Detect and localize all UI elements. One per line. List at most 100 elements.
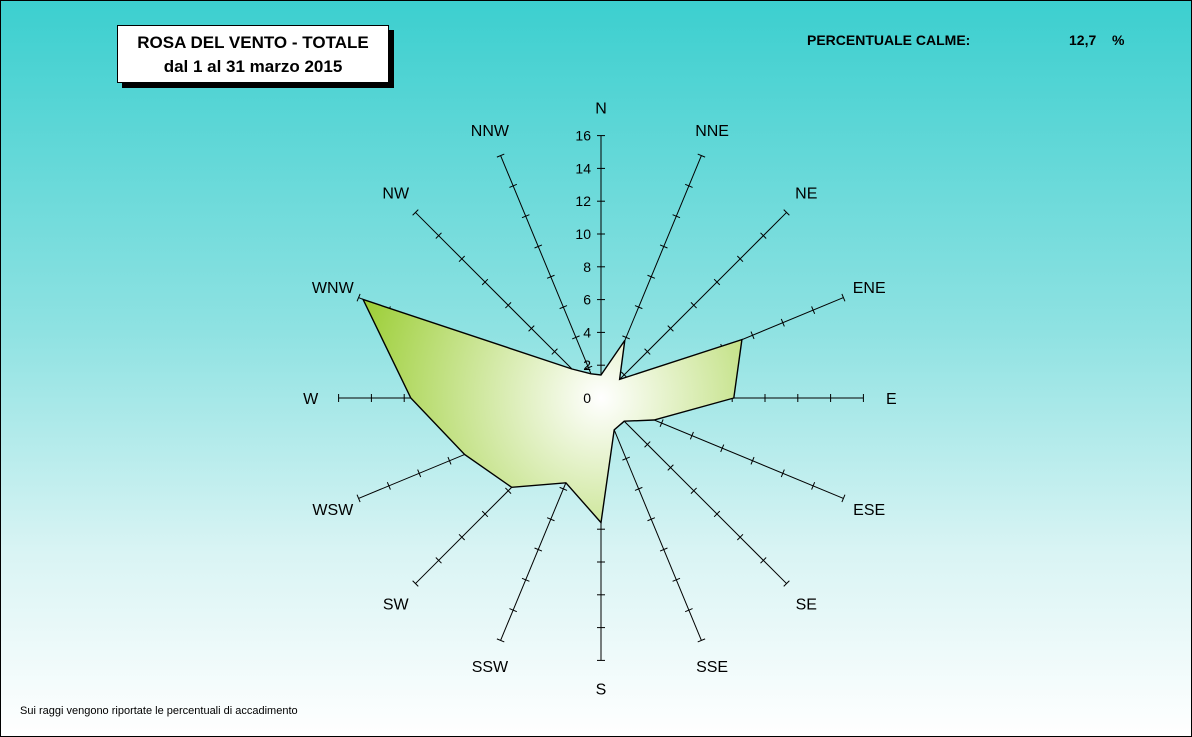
r-tick-label: 2 — [583, 357, 591, 373]
spoke-tick — [534, 547, 543, 552]
spoke-tick — [760, 557, 767, 564]
spoke-tick — [634, 486, 643, 491]
r-tick-label: 6 — [583, 292, 591, 308]
spoke-tick — [546, 274, 555, 279]
spoke-tick — [644, 348, 651, 355]
chart-title: ROSA DEL VENTO - TOTALE — [137, 33, 369, 52]
direction-label-ne: NE — [795, 186, 817, 203]
spoke-tick — [783, 580, 790, 587]
spoke-tick — [780, 469, 785, 478]
spoke-tick — [672, 577, 681, 582]
chart-subtitle: dal 1 al 31 marzo 2015 — [163, 57, 343, 76]
spoke-tick — [690, 302, 697, 309]
direction-label-s: S — [596, 681, 607, 698]
spoke-tick — [811, 481, 816, 490]
spoke-tick — [622, 335, 630, 340]
direction-label-wsw: WSW — [312, 502, 354, 519]
spoke-tick — [697, 153, 706, 158]
calm-percentage-value: 12,7 — [1069, 32, 1097, 48]
spoke-tick — [713, 278, 721, 286]
spoke-tick — [447, 456, 452, 465]
direction-label-nw: NW — [382, 186, 410, 203]
spoke-tick — [780, 318, 785, 327]
spoke-tick — [505, 302, 512, 309]
spoke-tick — [521, 214, 530, 219]
spoke-tick — [546, 517, 555, 522]
spoke-tick — [509, 183, 518, 188]
spoke-tick — [496, 638, 505, 643]
calm-percentage-label: PERCENTUALE CALME: — [807, 32, 971, 48]
spoke-tick — [760, 232, 767, 239]
spoke-tick — [841, 494, 846, 503]
direction-label-nnw: NNW — [471, 123, 510, 140]
wind-frequency-polygon — [361, 298, 743, 525]
spoke-tick — [672, 214, 681, 219]
direction-label-w: W — [303, 391, 319, 408]
spoke-tick — [644, 441, 651, 448]
r-tick-label: 0 — [583, 390, 591, 406]
spoke-tick — [356, 293, 361, 302]
spoke-tick — [811, 306, 816, 315]
r-tick-label: 12 — [575, 193, 591, 209]
spoke-tick — [435, 557, 442, 564]
spoke-tick — [458, 533, 466, 541]
spoke-tick — [534, 244, 543, 249]
direction-label-sse: SSE — [696, 659, 728, 676]
spoke-tick — [659, 419, 664, 427]
spoke-tick — [505, 487, 512, 494]
spoke-tick — [750, 456, 755, 465]
spoke-tick — [667, 464, 674, 471]
spoke-tick — [690, 487, 697, 494]
r-tick-label: 14 — [575, 160, 591, 176]
spoke-tick — [684, 608, 693, 613]
spoke-tick — [551, 348, 558, 355]
spoke-tick — [481, 278, 489, 286]
spoke-tick — [386, 481, 391, 490]
direction-label-n: N — [595, 101, 607, 118]
spoke-tick — [841, 293, 846, 302]
spoke-tick — [521, 577, 530, 582]
spoke-tick — [496, 153, 505, 158]
spoke-tick — [713, 510, 721, 518]
spoke-tick — [584, 365, 593, 370]
direction-label-ssw: SSW — [472, 659, 509, 676]
r-tick-label: 16 — [575, 128, 591, 144]
spoke-tick — [412, 209, 419, 216]
spoke-tick — [659, 547, 668, 552]
calm-percentage-unit: % — [1112, 32, 1125, 48]
direction-label-nne: NNE — [695, 123, 729, 140]
spoke-tick — [559, 486, 568, 491]
spoke-tick — [559, 305, 568, 310]
r-tick-label: 8 — [583, 259, 591, 275]
direction-label-ese: ESE — [853, 502, 885, 519]
spoke-tick — [720, 444, 725, 453]
spoke-tick — [356, 494, 361, 503]
spoke-tick — [697, 638, 706, 643]
spoke-tick — [667, 325, 674, 332]
spoke-tick — [736, 255, 744, 263]
spoke-tick — [622, 456, 630, 461]
spoke-tick — [647, 274, 656, 279]
spoke-tick — [647, 517, 656, 522]
spoke-tick — [417, 469, 422, 478]
chart-title-box: ROSA DEL VENTO - TOTALE dal 1 al 31 marz… — [117, 25, 389, 83]
spoke-tick — [659, 244, 668, 249]
spoke-tick — [783, 209, 790, 216]
spoke-tick — [634, 305, 643, 310]
footnote: Sui raggi vengono riportate le percentua… — [20, 705, 298, 717]
spoke-tick — [736, 533, 744, 541]
spoke-tick — [684, 183, 693, 188]
spoke-tick — [689, 431, 694, 440]
r-tick-label: 10 — [575, 226, 591, 242]
direction-label-sw: SW — [383, 596, 410, 613]
direction-label-ene: ENE — [853, 280, 886, 297]
spoke-tick — [435, 232, 442, 239]
direction-label-se: SE — [796, 596, 817, 613]
direction-label-wnw: WNW — [312, 280, 355, 297]
spoke-tick — [509, 608, 518, 613]
spoke-tick — [481, 510, 489, 518]
spoke-tick — [750, 331, 755, 340]
spoke-tick — [412, 580, 419, 587]
